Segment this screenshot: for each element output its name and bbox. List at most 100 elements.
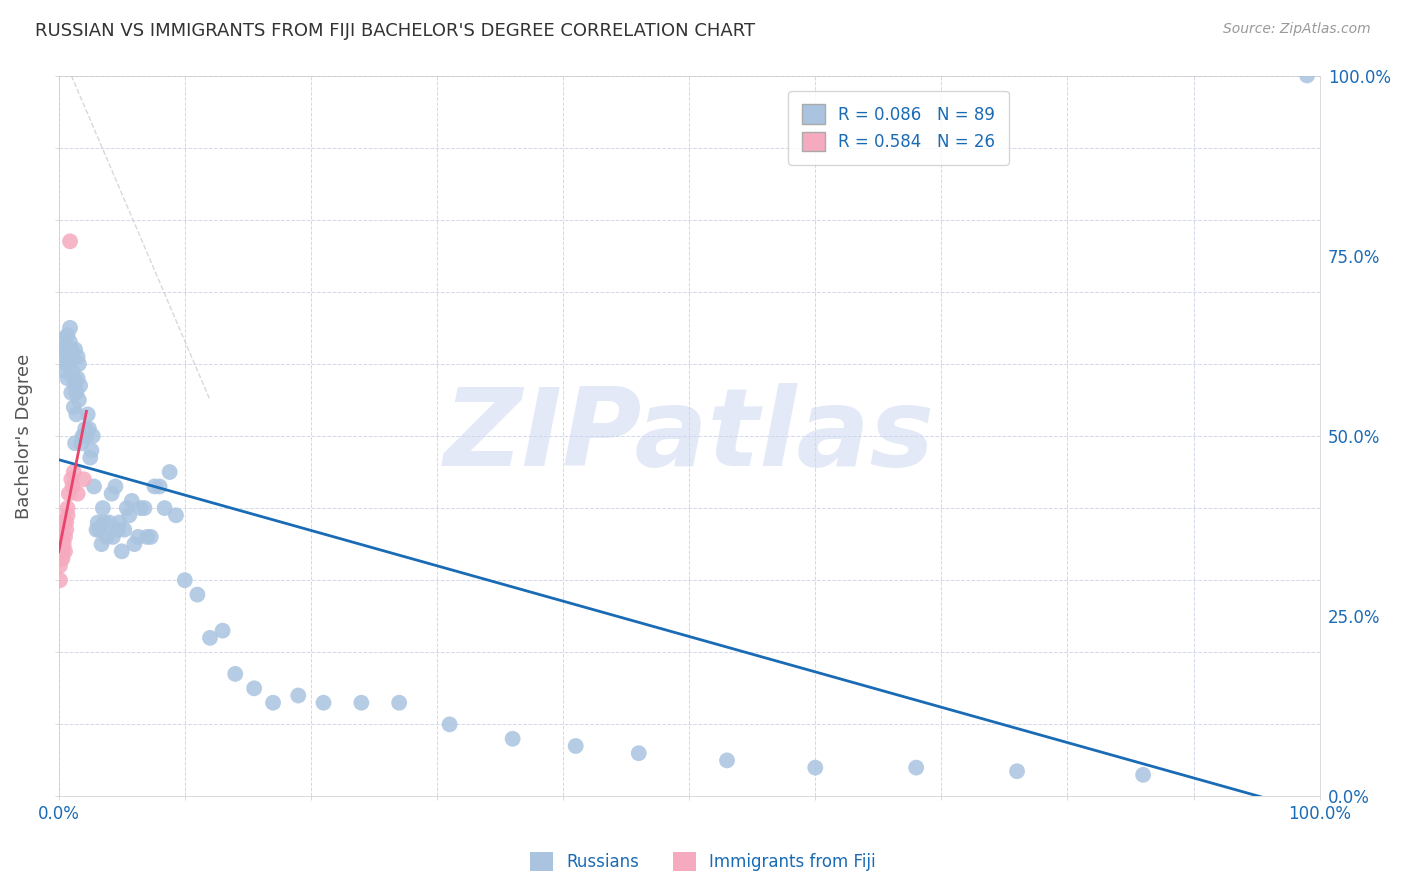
- Point: [55, 523, 77, 537]
- Point: [93, 516, 115, 530]
- Point: [67, 357, 90, 371]
- Point: [60, 343, 83, 357]
- Point: [262, 696, 284, 710]
- Point: [52, 516, 75, 530]
- Point: [716, 753, 738, 767]
- Point: [55, 516, 77, 530]
- Point: [63, 378, 86, 392]
- Point: [165, 508, 187, 523]
- Point: [59, 321, 82, 335]
- Point: [52, 332, 75, 346]
- Point: [49, 530, 72, 544]
- Point: [96, 530, 118, 544]
- Point: [211, 624, 233, 638]
- Point: [159, 465, 181, 479]
- Point: [104, 479, 127, 493]
- Point: [52, 537, 75, 551]
- Point: [107, 523, 129, 537]
- Point: [90, 537, 112, 551]
- Point: [51, 530, 73, 544]
- Point: [51, 551, 73, 566]
- Point: [63, 465, 86, 479]
- Point: [148, 479, 170, 493]
- Point: [136, 530, 159, 544]
- Point: [198, 631, 221, 645]
- Point: [124, 537, 146, 551]
- Point: [101, 530, 124, 544]
- Point: [224, 666, 246, 681]
- Point: [127, 530, 149, 544]
- Point: [83, 479, 105, 493]
- Point: [100, 486, 122, 500]
- Legend: Russians, Immigrants from Fiji: Russians, Immigrants from Fiji: [522, 843, 884, 880]
- Point: [60, 472, 83, 486]
- Text: RUSSIAN VS IMMIGRANTS FROM FIJI BACHELOR'S DEGREE CORRELATION CHART: RUSSIAN VS IMMIGRANTS FROM FIJI BACHELOR…: [35, 22, 755, 40]
- Point: [58, 353, 80, 368]
- Text: Source: ZipAtlas.com: Source: ZipAtlas.com: [1223, 22, 1371, 37]
- Point: [77, 422, 100, 436]
- Point: [69, 378, 91, 392]
- Point: [79, 450, 101, 465]
- Point: [53, 350, 76, 364]
- Point: [804, 761, 827, 775]
- Point: [63, 436, 86, 450]
- Point: [1296, 69, 1319, 83]
- Point: [67, 392, 90, 407]
- Point: [53, 364, 76, 378]
- Point: [58, 346, 80, 360]
- Point: [439, 717, 461, 731]
- Point: [53, 530, 76, 544]
- Point: [51, 551, 73, 566]
- Point: [143, 479, 166, 493]
- Point: [53, 544, 76, 558]
- Point: [75, 429, 97, 443]
- Point: [65, 408, 87, 422]
- Point: [86, 523, 108, 537]
- Point: [186, 588, 208, 602]
- Point: [63, 400, 86, 414]
- Point: [350, 696, 373, 710]
- Point: [287, 689, 309, 703]
- Point: [627, 746, 650, 760]
- Y-axis label: Bachelor's Degree: Bachelor's Degree: [15, 353, 32, 518]
- Point: [55, 357, 77, 371]
- Point: [115, 501, 138, 516]
- Point: [51, 537, 73, 551]
- Point: [72, 429, 94, 443]
- Point: [502, 731, 524, 746]
- Point: [388, 696, 411, 710]
- Point: [91, 501, 114, 516]
- Point: [48, 537, 70, 551]
- Point: [56, 328, 79, 343]
- Point: [312, 696, 335, 710]
- Point: [59, 335, 82, 350]
- Point: [56, 501, 79, 516]
- Point: [62, 364, 84, 378]
- Point: [1005, 764, 1028, 779]
- Point: [80, 443, 103, 458]
- Point: [153, 501, 176, 516]
- Point: [1132, 768, 1154, 782]
- Point: [111, 544, 134, 558]
- Point: [73, 429, 96, 443]
- Point: [112, 523, 135, 537]
- Point: [66, 350, 89, 364]
- Point: [66, 486, 89, 500]
- Point: [564, 739, 586, 753]
- Point: [63, 371, 86, 385]
- Point: [58, 486, 80, 500]
- Point: [63, 343, 86, 357]
- Point: [55, 339, 77, 353]
- Point: [56, 508, 79, 523]
- Point: [51, 343, 73, 357]
- Point: [62, 479, 84, 493]
- Point: [49, 573, 72, 587]
- Point: [87, 516, 110, 530]
- Point: [65, 385, 87, 400]
- Point: [118, 508, 141, 523]
- Point: [905, 761, 928, 775]
- Point: [49, 558, 72, 573]
- Point: [87, 523, 110, 537]
- Point: [66, 371, 89, 385]
- Point: [82, 429, 104, 443]
